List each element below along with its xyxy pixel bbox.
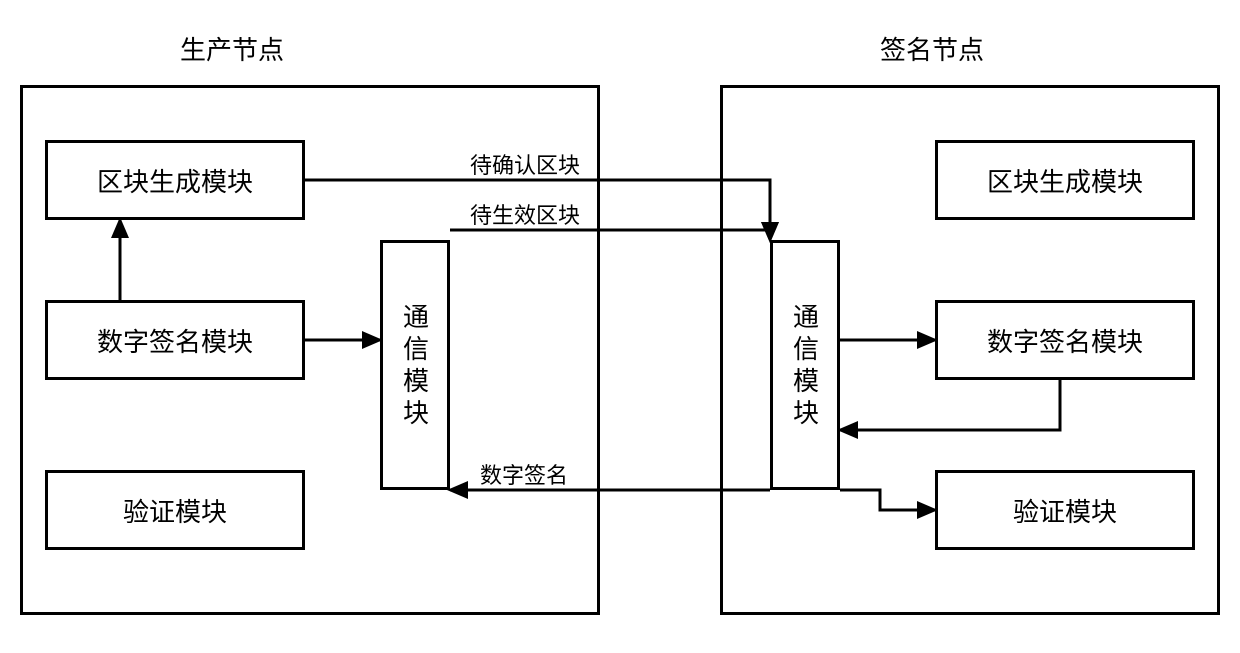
title-right: 签名节点 bbox=[880, 30, 984, 67]
module-label: 数字签名模块 bbox=[97, 322, 253, 359]
module-label: 通信模块 bbox=[397, 303, 434, 431]
module-right-sign: 数字签名模块 bbox=[935, 300, 1195, 380]
module-label: 验证模块 bbox=[1013, 492, 1117, 529]
module-right-comm: 通信模块 bbox=[770, 240, 840, 490]
module-label: 验证模块 bbox=[123, 492, 227, 529]
edge-label-e7: 数字签名 bbox=[480, 458, 568, 490]
module-left-sign: 数字签名模块 bbox=[45, 300, 305, 380]
edge-label-e2: 待确认区块 bbox=[470, 148, 580, 180]
title-left: 生产节点 bbox=[180, 30, 284, 67]
module-label: 区块生成模块 bbox=[97, 162, 253, 199]
edge-label-e4: 待生效区块 bbox=[470, 198, 580, 230]
module-left-block-gen: 区块生成模块 bbox=[45, 140, 305, 220]
module-right-block-gen: 区块生成模块 bbox=[935, 140, 1195, 220]
module-left-verify: 验证模块 bbox=[45, 470, 305, 550]
diagram-canvas: 生产节点 签名节点 区块生成模块 数字签名模块 验证模块 通信模块 区块生成模块… bbox=[0, 0, 1240, 653]
module-label: 数字签名模块 bbox=[987, 322, 1143, 359]
module-left-comm: 通信模块 bbox=[380, 240, 450, 490]
module-right-verify: 验证模块 bbox=[935, 470, 1195, 550]
module-label: 区块生成模块 bbox=[987, 162, 1143, 199]
module-label: 通信模块 bbox=[787, 303, 824, 431]
